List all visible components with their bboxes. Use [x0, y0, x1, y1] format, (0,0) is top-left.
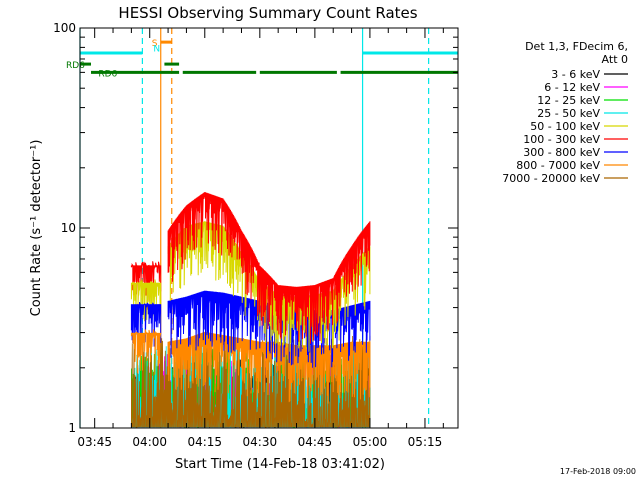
legend-label: 300 - 800 keV: [523, 146, 600, 159]
legend-label: 100 - 300 keV: [523, 133, 600, 146]
legend-label: 12 - 25 keV: [537, 94, 600, 107]
pre-peak-trace: [130, 301, 162, 347]
y-axis-label: Count Rate (s⁻¹ detector⁻¹): [29, 140, 44, 317]
x-tick-label: 03:45: [77, 435, 112, 449]
state-label: RD6: [66, 61, 85, 71]
legend-header: Att 0: [602, 53, 628, 66]
pre-peak-trace: [130, 329, 162, 375]
legend-label: 50 - 100 keV: [530, 120, 600, 133]
legend-label: 7000 - 20000 keV: [502, 172, 600, 185]
legend-label: 800 - 7000 keV: [516, 159, 600, 172]
state-label: S: [152, 39, 158, 49]
x-tick-label: 05:15: [408, 435, 443, 449]
legend-label: 25 - 50 keV: [537, 107, 600, 120]
x-tick-label: 05:00: [353, 435, 388, 449]
x-tick-label: 04:30: [243, 435, 278, 449]
pre-peak-trace: [130, 261, 162, 310]
legend-label: 3 - 6 keV: [551, 68, 600, 81]
y-tick-label: 10: [61, 221, 76, 235]
legend-header: Det 1,3, FDecim 6,: [525, 40, 628, 53]
state-label: N: [153, 44, 160, 54]
series-trace: [167, 192, 371, 344]
y-tick-label: 1: [68, 421, 76, 435]
pre-peak-trace: [130, 279, 162, 326]
legend-label: 6 - 12 keV: [544, 81, 600, 94]
state-label: RD6: [98, 69, 117, 79]
data-traces: [130, 192, 371, 429]
state-bars: SN RD6 RD6: [66, 39, 458, 79]
trace-floor: [130, 335, 371, 429]
x-axis-label: Start Time (14-Feb-18 03:41:02): [175, 457, 385, 472]
y-tick-label: 100: [53, 21, 76, 35]
chart-title: HESSI Observing Summary Count Rates: [118, 4, 417, 22]
x-tick-label: 04:15: [187, 435, 222, 449]
y-axis: 1 10 100: [53, 21, 458, 435]
x-tick-label: 04:00: [132, 435, 167, 449]
x-tick-label: 04:45: [298, 435, 333, 449]
footer-date: 17-Feb-2018 09:00: [560, 467, 636, 476]
x-axis: 03:45 04:00 04:15 04:30 04:45 05:00 05:15: [77, 28, 444, 449]
